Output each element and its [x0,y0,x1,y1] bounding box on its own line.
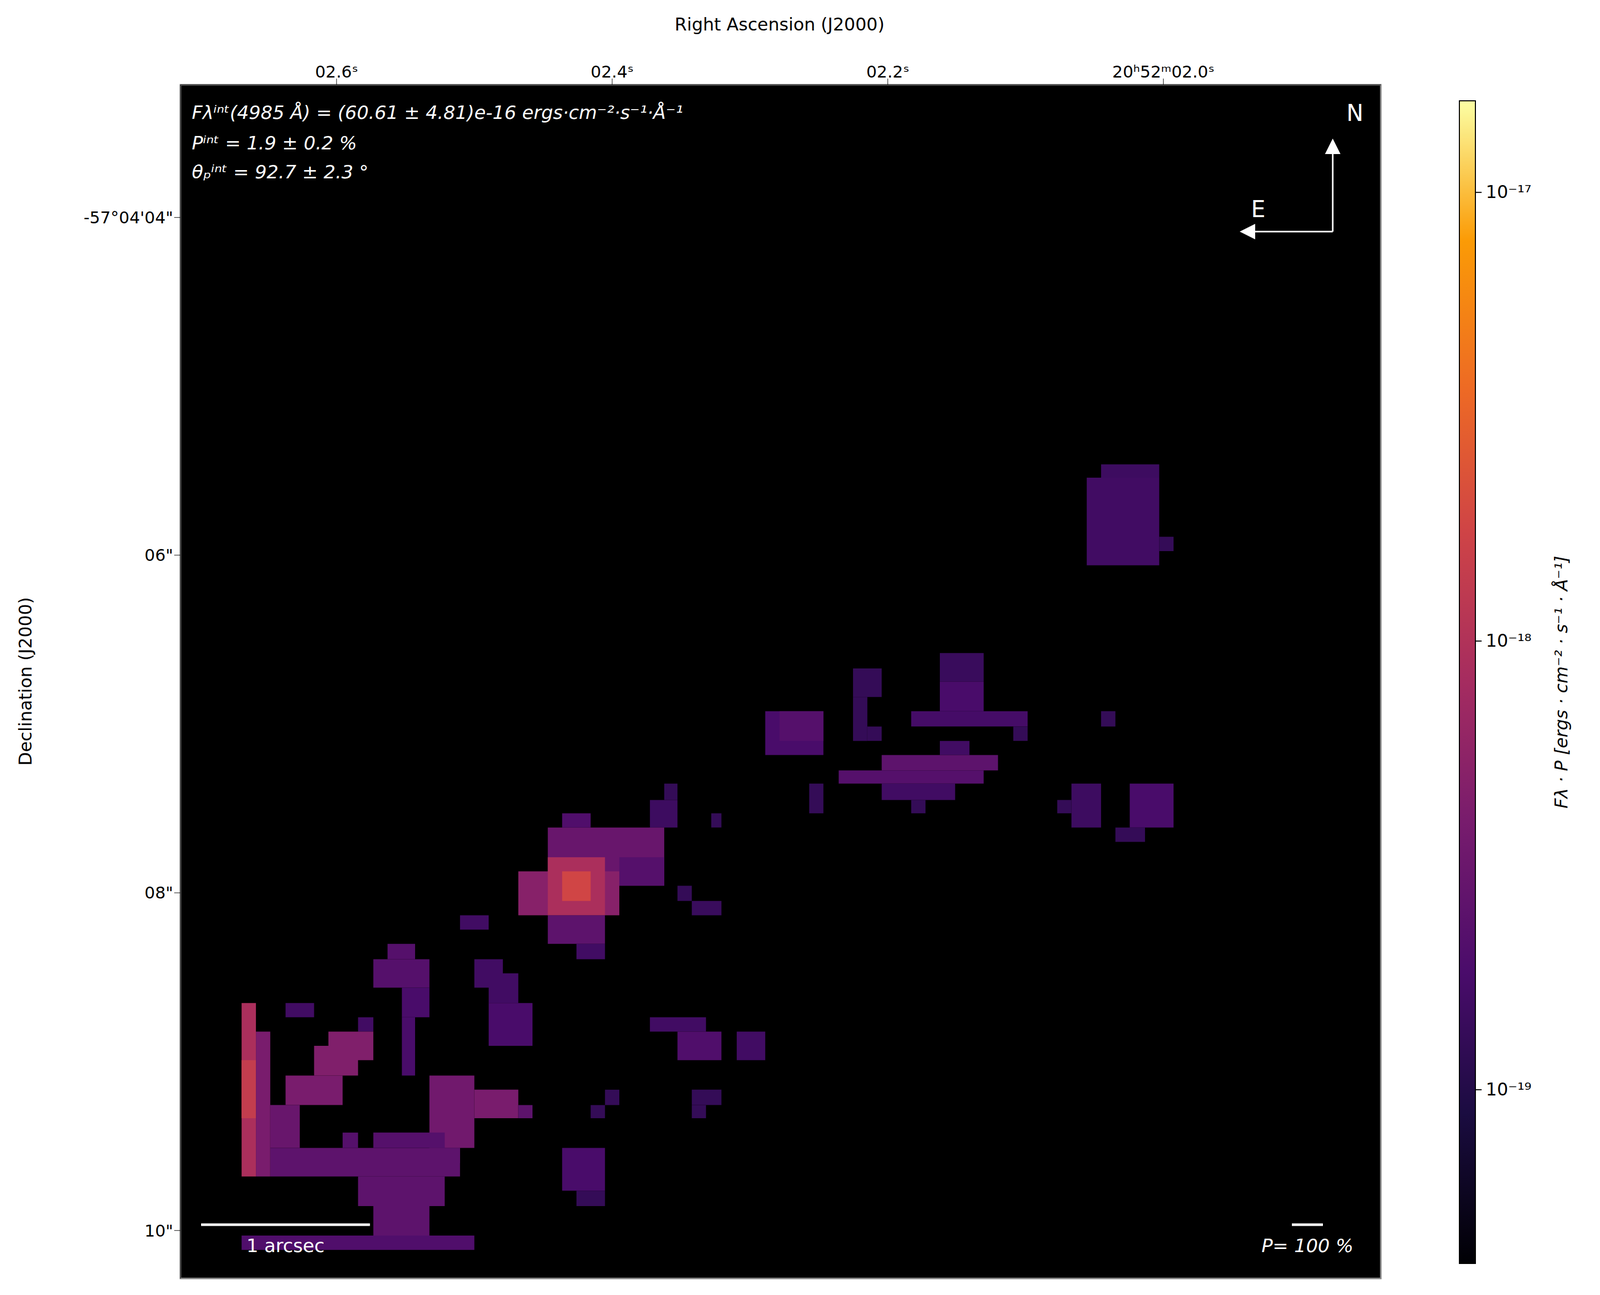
svg-text:-57°04'04": -57°04'04" [83,207,174,228]
svg-text:02.2ˢ: 02.2ˢ [866,62,910,82]
svg-text:02.6ˢ: 02.6ˢ [314,62,358,82]
svg-text:P= 100 %: P= 100 % [1261,1235,1354,1257]
svg-text:10⁻¹⁸: 10⁻¹⁸ [1485,630,1532,651]
html-text:Fλⁱⁿᵗ(4985 Å) = (60.61 ± 4.81): Fλⁱⁿᵗ(4985 Å) = (60.61 ± 4.81)e-16 ergs·… [191,101,684,123]
svg-text:E: E [1251,195,1266,223]
svg-text:06": 06" [144,545,174,566]
svg-text:20ʰ52ᵐ02.0ˢ: 20ʰ52ᵐ02.0ˢ [1112,62,1215,82]
svg-text:02.4ˢ: 02.4ˢ [590,62,634,82]
svg-text:10⁻¹⁷: 10⁻¹⁷ [1485,181,1532,203]
html-text:Pⁱⁿᵗ = 1.9 ± 0.2 %: Pⁱⁿᵗ = 1.9 ± 0.2 % [191,132,357,154]
html-text:Right Ascension (J2000): Right Ascension (J2000) [674,13,885,35]
svg-text:1 arcsec: 1 arcsec [246,1235,325,1257]
html-text:Declination (J2000): Declination (J2000) [14,597,36,766]
svg-text:08": 08" [144,882,174,903]
html-text:θₚⁱⁿᵗ = 92.7 ± 2.3 °: θₚⁱⁿᵗ = 92.7 ± 2.3 ° [191,161,369,183]
svg-text:10⁻¹⁹: 10⁻¹⁹ [1485,1078,1532,1100]
svg-text:10": 10" [144,1221,174,1241]
svg-text:Fλ · P [ergs · cm⁻² · s⁻¹ · Å⁻: Fλ · P [ergs · cm⁻² · s⁻¹ · Å⁻¹] [1550,555,1572,809]
svg-text:N: N [1346,99,1364,127]
